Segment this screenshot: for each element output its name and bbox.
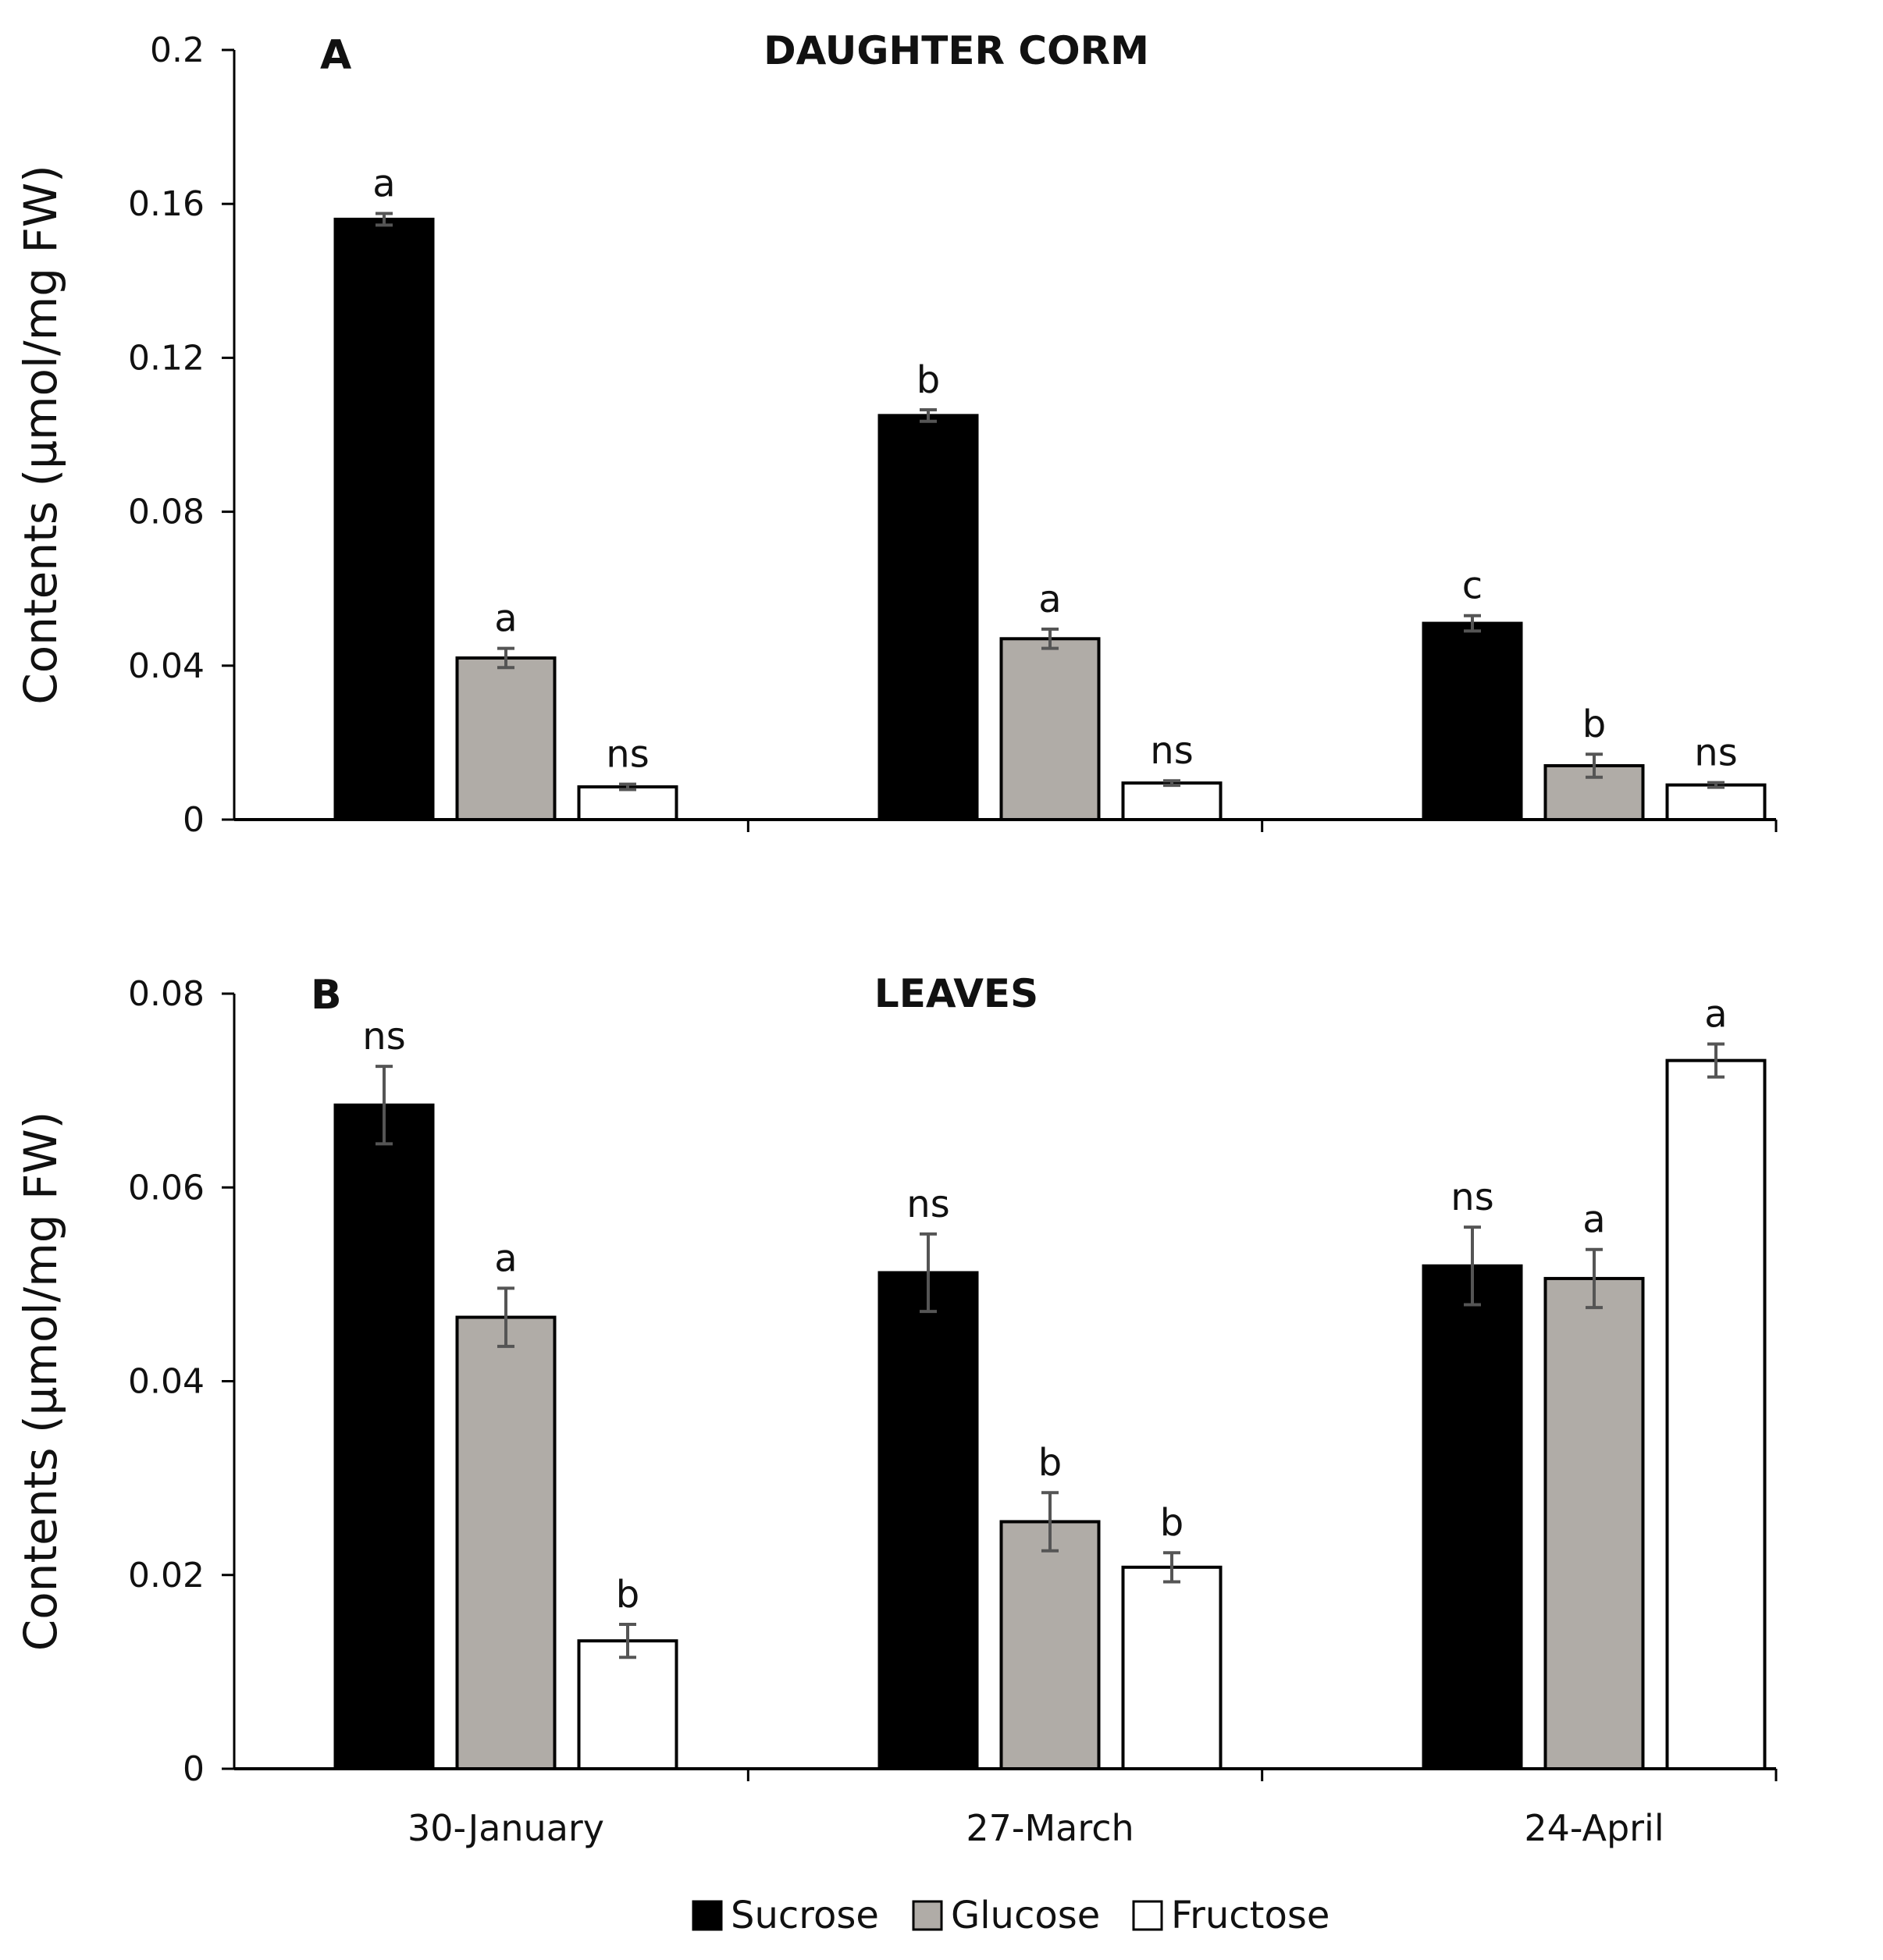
y-tick-label: 0.16: [128, 184, 205, 224]
x-tick-label: 30-January: [408, 1807, 604, 1849]
bar-fructose: [1665, 783, 1767, 822]
significance-label: b: [917, 358, 940, 402]
significance-label: ns: [362, 1015, 405, 1058]
panel-title: LEAVES: [874, 971, 1038, 1016]
y-tick-label: 0.12: [128, 338, 205, 378]
bar-glucose: [455, 656, 557, 821]
bar-sucrose: [1422, 621, 1523, 821]
significance-label: b: [1582, 703, 1606, 746]
significance-label: b: [616, 1573, 639, 1617]
significance-label: a: [494, 1236, 517, 1280]
bar-fructose: [1121, 781, 1223, 821]
bar-sucrose: [1422, 1264, 1523, 1770]
y-tick-label: 0.2: [150, 30, 205, 70]
y-tick-label: 0.08: [128, 493, 205, 532]
significance-label: a: [494, 597, 517, 641]
panel-b-leaves: 0 0.02 0.04 0.06 0.08 Contents (µmol/mg FW) B L…: [14, 971, 1778, 1849]
y-tick-label: 0.04: [128, 1362, 205, 1402]
legend-swatch-sucrose: [692, 1900, 723, 1931]
y-tick-label: 0.04: [128, 646, 205, 686]
bar-fructose: [577, 785, 678, 821]
bar-fructose: [1665, 1058, 1767, 1770]
x-tick-label: 27-March: [966, 1807, 1134, 1849]
y-tick-label: 0.06: [128, 1168, 205, 1208]
legend-swatch-fructose: [1132, 1900, 1163, 1931]
significance-label: ns: [1451, 1176, 1493, 1219]
panel-a-daughter-corm: 0 0.04 0.08 0.12 0.16 0.2 Contents (µmol/mg FW…: [14, 28, 1778, 840]
legend: Sucrose Glucose Fructose: [692, 1894, 1329, 1937]
significance-label: b: [1160, 1501, 1184, 1545]
panel-title: DAUGHTER CORM: [764, 28, 1149, 73]
legend-label: Sucrose: [731, 1894, 879, 1937]
y-tick-label: 0.08: [128, 974, 205, 1014]
significance-label: ns: [606, 733, 649, 777]
bar-glucose: [455, 1315, 557, 1770]
x-tick-label: 24-April: [1524, 1807, 1664, 1849]
significance-label: a: [1038, 578, 1061, 621]
significance-label: c: [1462, 564, 1483, 608]
bar-sucrose: [333, 217, 435, 822]
significance-label: ns: [906, 1183, 949, 1226]
y-axis-label: Contents (µmol/mg FW): [14, 165, 67, 705]
bar-sucrose: [877, 1271, 979, 1770]
panel-letter: B: [311, 972, 342, 1019]
bar-sucrose: [877, 414, 979, 821]
bar-glucose: [999, 637, 1101, 821]
significance-label: ns: [1694, 731, 1737, 775]
bar-glucose: [1543, 1276, 1645, 1770]
legend-swatch-glucose: [912, 1900, 943, 1931]
legend-label: Fructose: [1171, 1894, 1329, 1937]
bar-glucose: [999, 1520, 1101, 1770]
significance-label: a: [1582, 1198, 1605, 1242]
significance-label: a: [372, 162, 395, 206]
panel-letter: A: [320, 32, 351, 79]
bar-sucrose: [333, 1103, 435, 1770]
y-tick-label: 0: [183, 800, 205, 840]
significance-label: b: [1038, 1441, 1062, 1485]
legend-label: Glucose: [951, 1894, 1100, 1937]
significance-label: a: [1704, 993, 1727, 1037]
significance-label: ns: [1150, 729, 1193, 773]
bar-fructose: [1121, 1565, 1223, 1770]
y-axis-label: Contents (µmol/mg FW): [14, 1112, 67, 1652]
y-tick-label: 0: [183, 1749, 205, 1789]
bar-fructose: [577, 1639, 678, 1771]
y-tick-label: 0.02: [128, 1556, 205, 1595]
